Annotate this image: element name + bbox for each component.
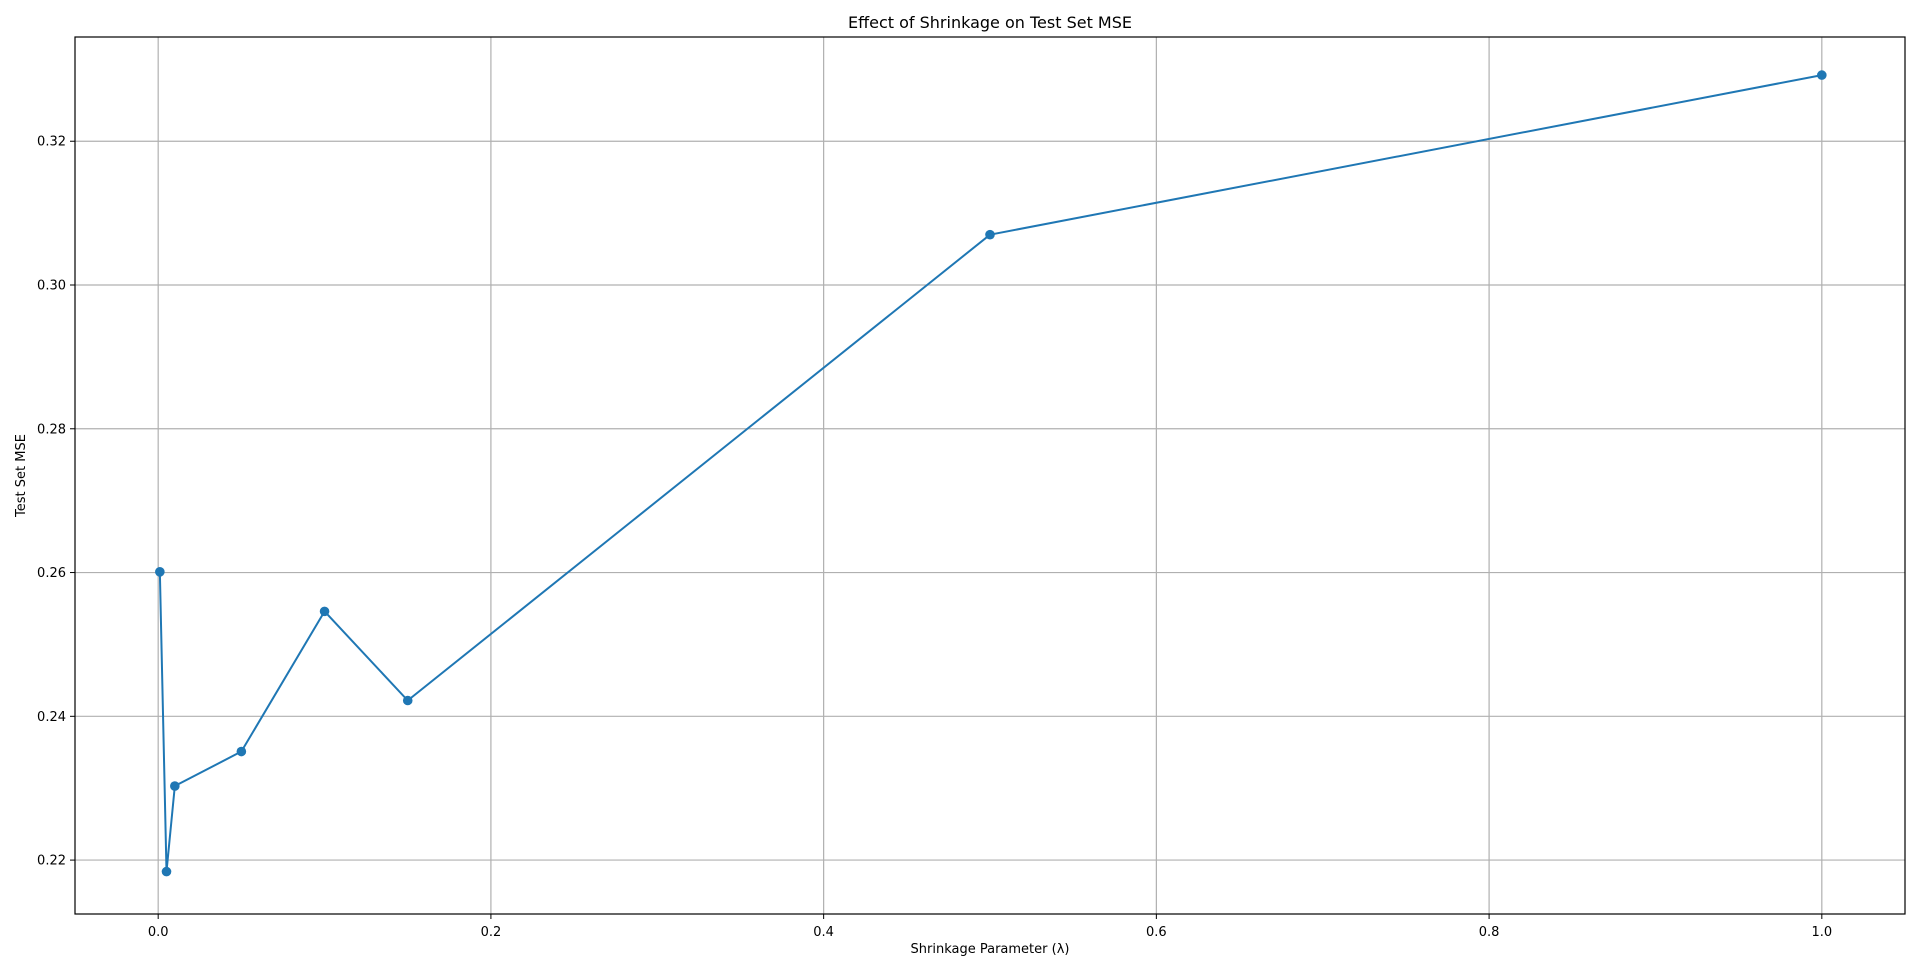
x-tick-label: 0.4 <box>813 925 834 940</box>
y-tick-label: 0.28 <box>37 422 66 437</box>
x-tick-label: 1.0 <box>1811 925 1832 940</box>
data-point <box>985 229 995 240</box>
data-point <box>170 781 180 791</box>
plot-frame <box>74 36 1906 915</box>
x-tick-label: 0.6 <box>1146 925 1167 940</box>
data-point <box>155 567 165 577</box>
x-tick-label: 0.8 <box>1479 925 1500 940</box>
data-point <box>236 746 247 757</box>
x-tick-label: 0.0 <box>148 925 169 940</box>
data-series <box>155 70 1827 877</box>
axes: 0.0 0.2 0.4 0.6 0.8 1.0 0.22 0.24 0.26 0.28 0.30 0.… <box>37 135 1832 940</box>
y-axis-label: Test Set MSE <box>14 434 29 518</box>
data-point <box>319 606 330 617</box>
y-tick-label: 0.32 <box>37 135 66 150</box>
x-tick-label: 0.2 <box>481 925 502 940</box>
x-axis-label: Shrinkage Parameter (λ) <box>911 942 1070 957</box>
data-point <box>1817 70 1827 80</box>
data-point <box>161 866 172 877</box>
y-tick-label: 0.26 <box>37 566 66 581</box>
grid <box>75 37 1905 914</box>
y-tick-label: 0.24 <box>37 710 66 725</box>
chart-title: Effect of Shrinkage on Test Set MSE <box>848 13 1132 32</box>
y-tick-label: 0.30 <box>37 279 66 294</box>
series-line <box>158 74 1823 873</box>
data-point <box>402 695 413 706</box>
y-tick-label: 0.22 <box>37 854 66 869</box>
